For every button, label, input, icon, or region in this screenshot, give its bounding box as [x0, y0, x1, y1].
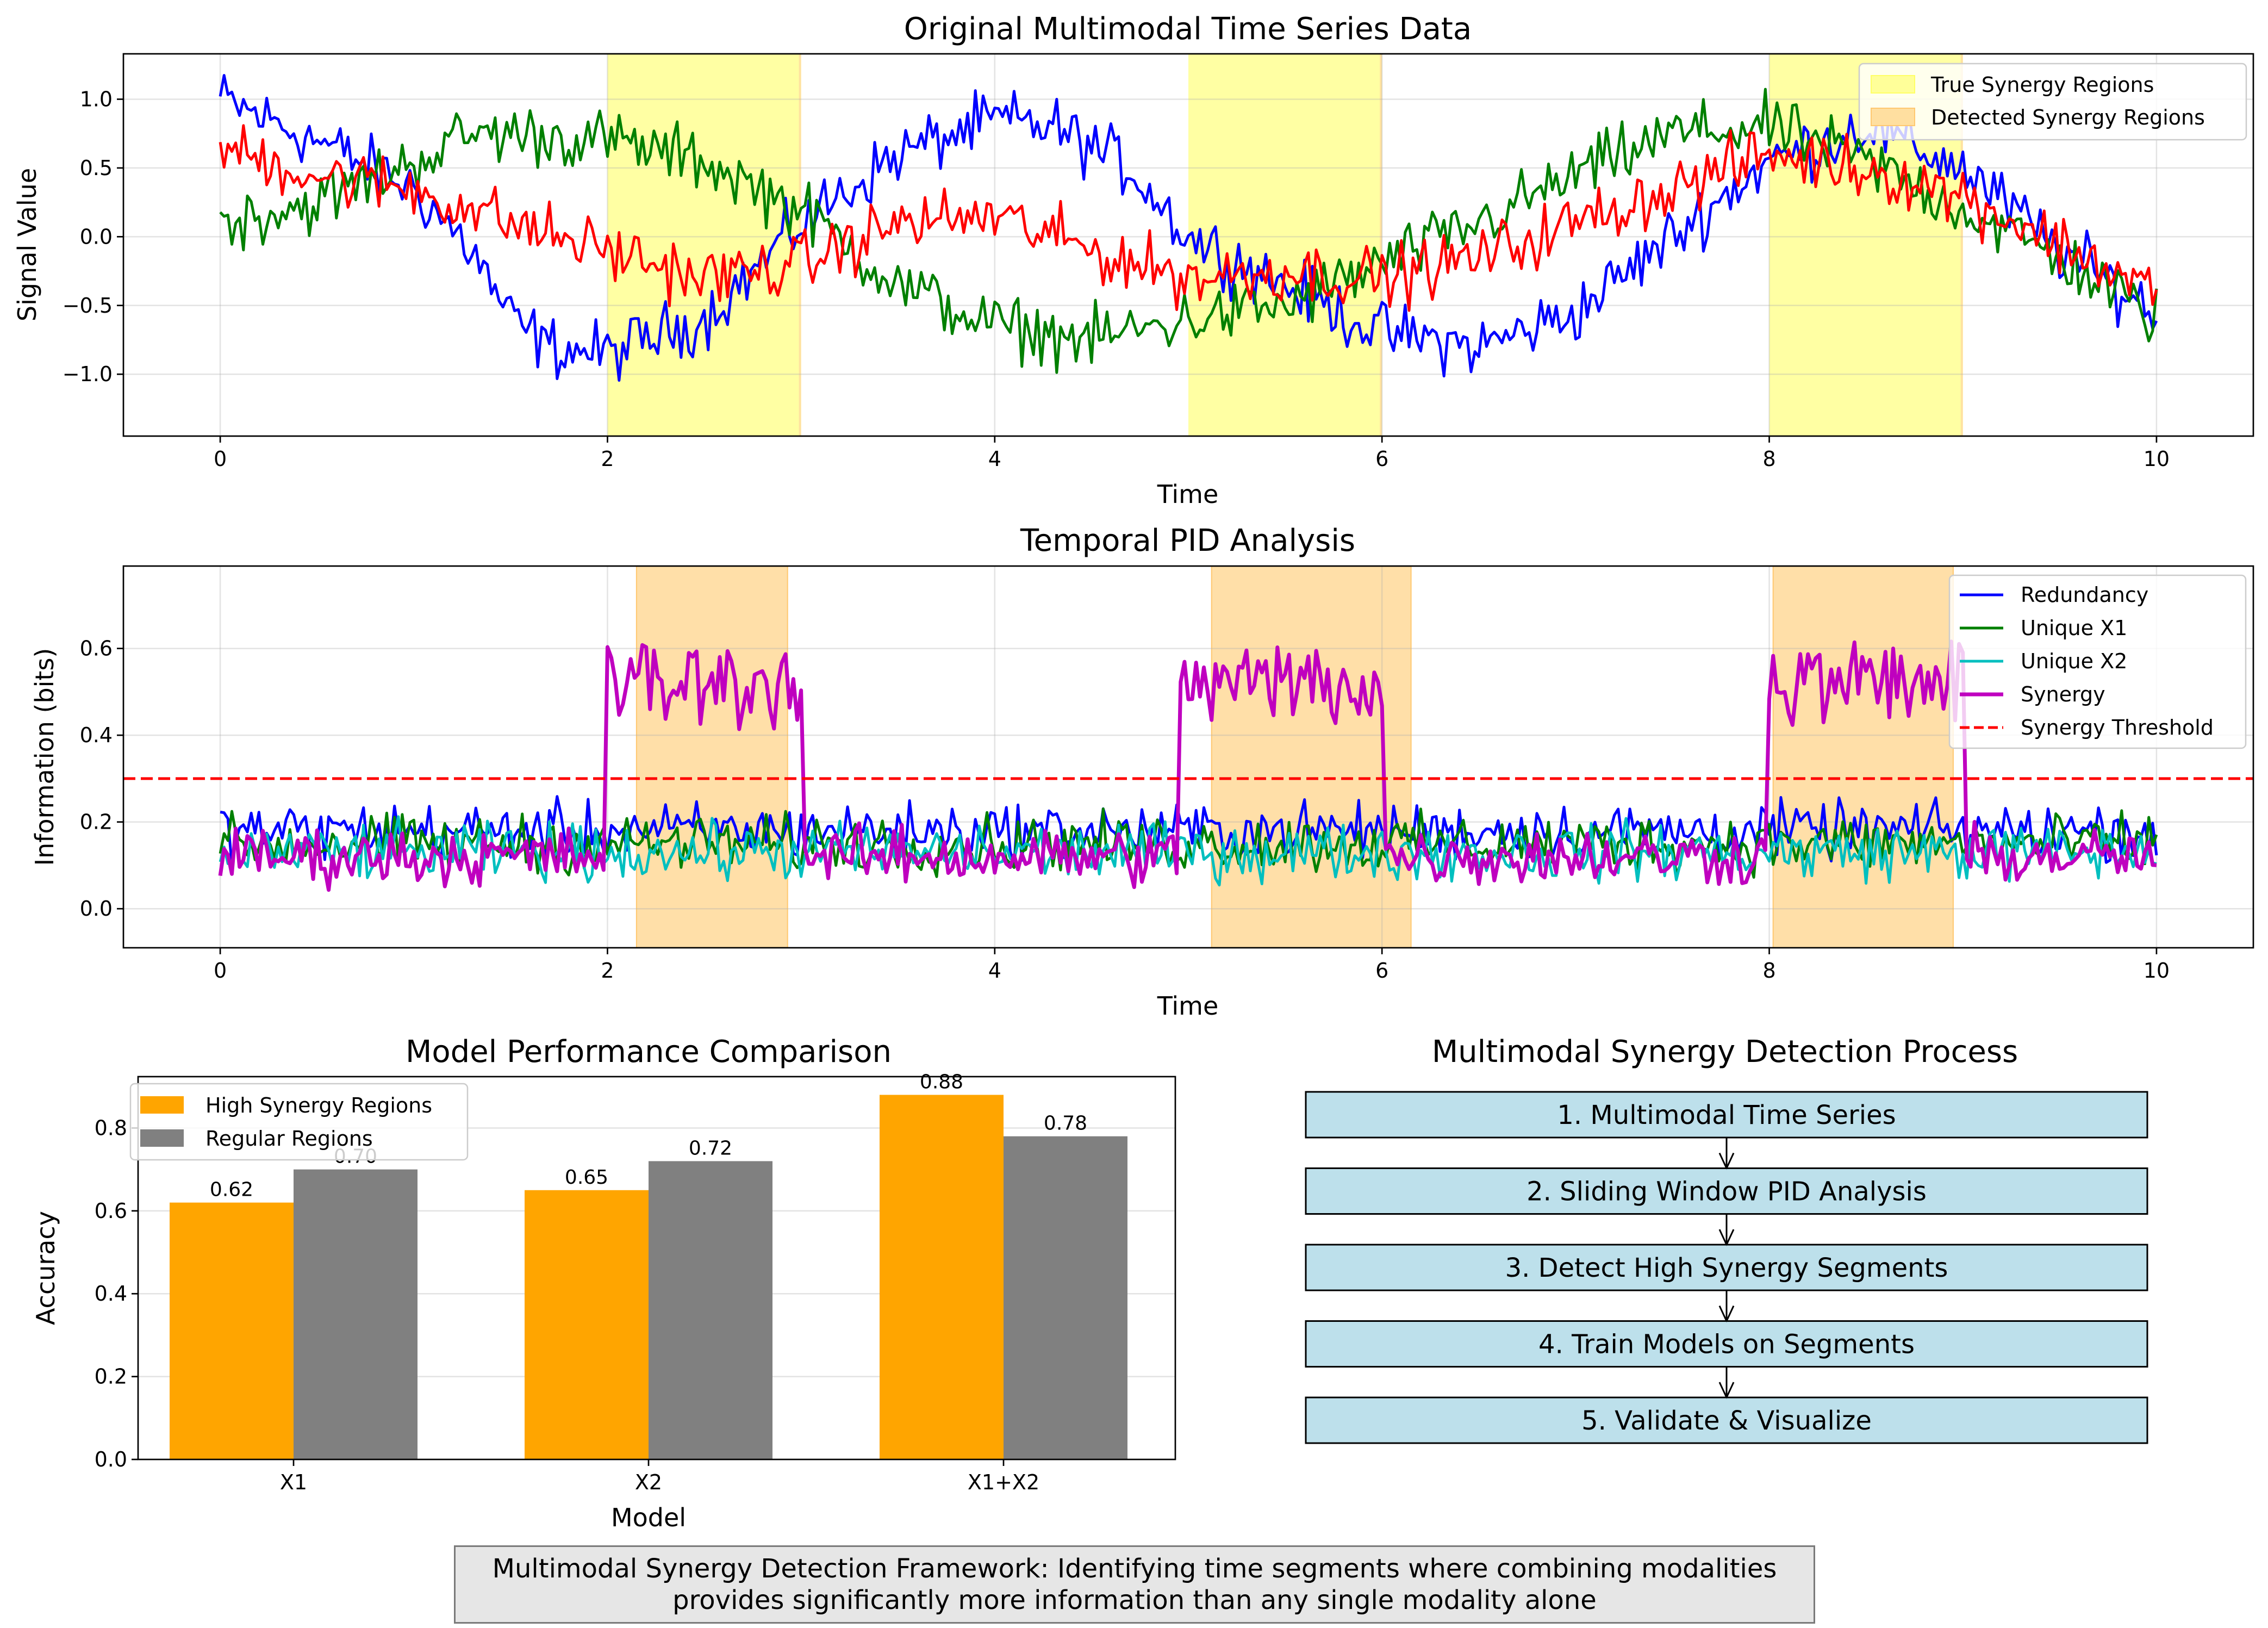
flow-title: Multimodal Synergy Detection Process — [1432, 1034, 2018, 1070]
signal-series-2 — [219, 88, 2158, 374]
bar-high-synergy-X1+X2 — [880, 1095, 1004, 1459]
bar-regular-X1+X2 — [1004, 1136, 1127, 1459]
tick-label-x: 8 — [1762, 959, 1775, 983]
tick-label-x: 2 — [601, 959, 614, 983]
pid-legend: Redundancy Unique X1 Unique X2 Synergy S… — [1948, 574, 2247, 749]
true-synergy-region-2 — [1188, 54, 1382, 436]
tick-label-y: 0.4 — [95, 1282, 127, 1306]
tick-label-y: 0.4 — [80, 723, 113, 747]
tick-label-x: 0 — [214, 447, 227, 471]
bar-panel: Model Performance Comparison 0.62 0.65 0.8… — [31, 1034, 1176, 1532]
detected-synergy-region-2 — [1211, 566, 1412, 948]
detected-synergy-region-1 — [635, 566, 788, 948]
tick-label-y: −0.5 — [63, 294, 113, 318]
tick-label-y: 0.0 — [80, 225, 113, 248]
tick-label-x: X1 — [280, 1470, 307, 1494]
flow-step-label-3: 3. Detect High Synergy Segments — [1505, 1253, 1948, 1283]
detected-synergy-region-3 — [1772, 566, 1954, 948]
tick-label-x: 0 — [214, 959, 227, 983]
timeseries-panel: Original Multimodal Time Series Data 0 2 4… — [13, 11, 2254, 509]
bar-value-label: 0.72 — [689, 1137, 732, 1159]
flow-step-label-5: 5. Validate & Visualize — [1581, 1406, 1872, 1436]
tick-label-x: 6 — [1375, 959, 1388, 983]
legend-swatch-regular — [140, 1129, 184, 1147]
legend-label-regular: Regular Regions — [205, 1127, 373, 1151]
legend-label-unique-x1: Unique X1 — [2021, 616, 2127, 640]
tick-label-y: 0.5 — [80, 156, 113, 180]
bar-value-label: 0.78 — [1044, 1113, 1087, 1135]
bar-title: Model Performance Comparison — [406, 1034, 892, 1070]
flow-step-label-1: 1. Multimodal Time Series — [1557, 1100, 1896, 1130]
pid-xlabel: Time — [1157, 991, 1219, 1021]
legend-label-redundancy: Redundancy — [2021, 583, 2148, 607]
caption-box: Multimodal Synergy Detection Framework: … — [454, 1545, 1815, 1624]
tick-label-y: 0.6 — [95, 1199, 127, 1223]
tick-label-x: 10 — [2144, 959, 2170, 983]
timeseries-ylabel: Signal Value — [13, 168, 42, 321]
process-flow: Multimodal Synergy Detection Process 1. … — [1305, 1034, 2148, 1444]
pid-ylabel: Information (bits) — [30, 648, 59, 866]
bar-xlabel: Model — [611, 1503, 686, 1532]
legend-label-high-synergy: High Synergy Regions — [205, 1093, 432, 1117]
tick-label-y: 0.0 — [95, 1447, 127, 1471]
flow-step-label-4: 4. Train Models on Segments — [1538, 1329, 1915, 1360]
legend-label-unique-x2: Unique X2 — [2021, 649, 2127, 673]
tick-label-x: 4 — [988, 447, 1001, 471]
detected-synergy-edge-3 — [1960, 54, 1963, 436]
tick-label-y: 0.6 — [80, 637, 113, 661]
timeseries-frame — [122, 53, 2254, 437]
signal-series-3 — [219, 124, 2158, 312]
flow-step-box-2 — [1305, 1167, 2148, 1215]
legend-label-threshold: Synergy Threshold — [2021, 716, 2214, 740]
tick-label-x: X1+X2 — [968, 1470, 1039, 1494]
tick-label-y: 0.0 — [80, 897, 113, 921]
timeseries-xlabel: Time — [1157, 480, 1219, 509]
timeseries-title: Original Multimodal Time Series Data — [904, 11, 1472, 47]
caption-line-1: Multimodal Synergy Detection Framework: … — [492, 1554, 1777, 1584]
legend-label-synergy: Synergy — [2021, 682, 2105, 706]
pid-panel: Temporal PID Analysis 0 2 4 6 8 10 0.6 0.4 0.2 0.… — [30, 523, 2254, 1021]
flow-step-box-5 — [1305, 1396, 2148, 1444]
bar-high-synergy-X1 — [170, 1202, 294, 1459]
tick-label-y: 0.8 — [95, 1116, 127, 1140]
flow-step-box-4 — [1305, 1320, 2148, 1368]
bar-value-label: 0.88 — [920, 1071, 963, 1093]
tick-label-x: 8 — [1762, 447, 1775, 471]
tick-label-x: 4 — [988, 959, 1001, 983]
tick-label-x: X2 — [635, 1470, 662, 1494]
bar-regular-X2 — [649, 1161, 772, 1459]
pid-series-unique-x2 — [219, 815, 2157, 887]
pid-title: Temporal PID Analysis — [1020, 523, 1355, 558]
tick-label-y: −1.0 — [63, 362, 113, 386]
tick-label-x: 6 — [1375, 447, 1388, 471]
legend-swatch-high-synergy — [140, 1096, 184, 1114]
bar-legend: High Synergy Regions Regular Regions — [129, 1083, 469, 1161]
legend-label-detected-synergy: Detected Synergy Regions — [1931, 105, 2205, 129]
detected-synergy-edge-2 — [1380, 54, 1382, 436]
legend-swatch-detected-synergy — [1871, 108, 1915, 126]
bar-value-label: 0.65 — [565, 1166, 608, 1189]
signal-series-1 — [219, 74, 2158, 382]
flow-step-label-2: 2. Sliding Window PID Analysis — [1526, 1177, 1927, 1207]
bar-regular-X1 — [294, 1169, 418, 1459]
bar-ylabel: Accuracy — [31, 1211, 60, 1325]
bar-frame — [137, 1076, 1176, 1461]
detected-synergy-edge-1 — [799, 54, 801, 436]
timeseries-legend: True Synergy Regions Detected Synergy Re… — [1858, 63, 2247, 141]
flow-step-box-1 — [1305, 1091, 2148, 1139]
tick-label-y: 0.2 — [95, 1365, 127, 1389]
bar-high-synergy-X2 — [525, 1190, 649, 1459]
tick-label-y: 0.2 — [80, 810, 113, 834]
tick-label-x: 10 — [2144, 447, 2170, 471]
bar-value-label: 0.62 — [210, 1179, 253, 1201]
legend-swatch-true-synergy — [1871, 75, 1915, 94]
pid-frame — [122, 565, 2254, 949]
caption-line-2: provides significantly more information … — [672, 1585, 1597, 1615]
pid-series-synergy — [218, 639, 2157, 892]
flow-step-box-3 — [1305, 1244, 2148, 1291]
tick-label-y: 1.0 — [80, 87, 113, 111]
legend-label-true-synergy: True Synergy Regions — [1930, 73, 2154, 97]
tick-label-x: 2 — [601, 447, 614, 471]
